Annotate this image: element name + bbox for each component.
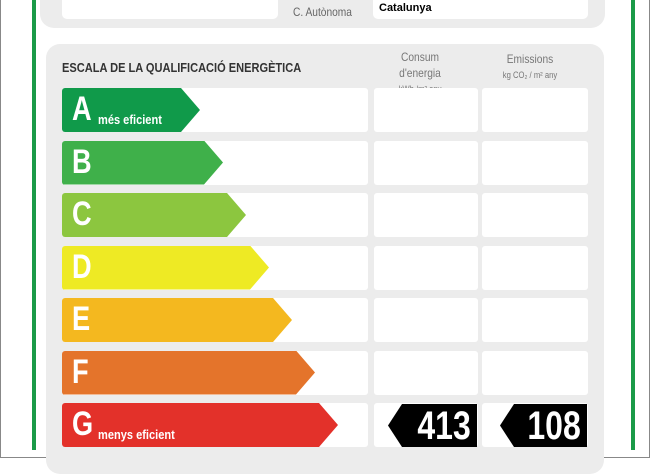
emissions-cell <box>482 245 588 290</box>
scale-title: ESCALA DE LA QUALIFICACIÓ ENERGÈTICA <box>62 60 302 75</box>
emissions-value: 108 <box>527 404 581 448</box>
emissions-cell <box>482 140 588 185</box>
emissions-header-label: Emissions <box>506 52 554 66</box>
blank-field <box>62 0 278 19</box>
class-letter: E <box>72 300 91 338</box>
class-subtitle: més eficient <box>98 112 162 127</box>
energy-cell <box>374 193 478 237</box>
green-border-left <box>32 0 36 450</box>
class-letter: C <box>72 195 92 233</box>
emissions-cell <box>482 350 588 395</box>
location-panel: C. Autònoma Catalunya <box>40 0 605 28</box>
class-bar-c: C <box>62 193 246 237</box>
energy-rating-arrow: 413 <box>388 404 477 447</box>
energy-cell <box>374 140 478 185</box>
class-bar-e: E <box>62 298 292 342</box>
region-label: C. Autònoma <box>293 5 352 19</box>
energy-value: 413 <box>417 404 471 448</box>
class-letter: B <box>72 142 92 181</box>
emissions-rating-arrow: 108 <box>500 404 587 447</box>
energy-header-label: Consum d'energia <box>399 50 441 80</box>
emissions-header-unit: kg CO₂ / m² any <box>502 70 558 80</box>
class-letter: A <box>72 90 92 128</box>
class-subtitle: menys eficient <box>98 427 175 442</box>
emissions-column-header: Emissions kg CO₂ / m² any <box>489 51 571 83</box>
class-bar-d: D <box>62 245 269 290</box>
emissions-cell <box>482 298 588 342</box>
class-bar-g: G menys eficient <box>62 403 338 447</box>
region-field: Catalunya <box>373 0 588 19</box>
class-letter: F <box>72 352 89 391</box>
class-letter: G <box>72 405 94 443</box>
region-value: Catalunya <box>379 2 432 14</box>
class-bar-a: A més eficient <box>62 88 200 132</box>
energy-cell <box>374 245 478 290</box>
class-bar-b: B <box>62 140 223 185</box>
class-bar-f: F <box>62 350 315 395</box>
energy-cell <box>374 88 478 132</box>
class-letter: D <box>72 247 92 286</box>
green-border-right <box>631 0 635 450</box>
emissions-cell <box>482 193 588 237</box>
energy-cell <box>374 350 478 395</box>
emissions-cell <box>482 88 588 132</box>
energy-cell <box>374 298 478 342</box>
